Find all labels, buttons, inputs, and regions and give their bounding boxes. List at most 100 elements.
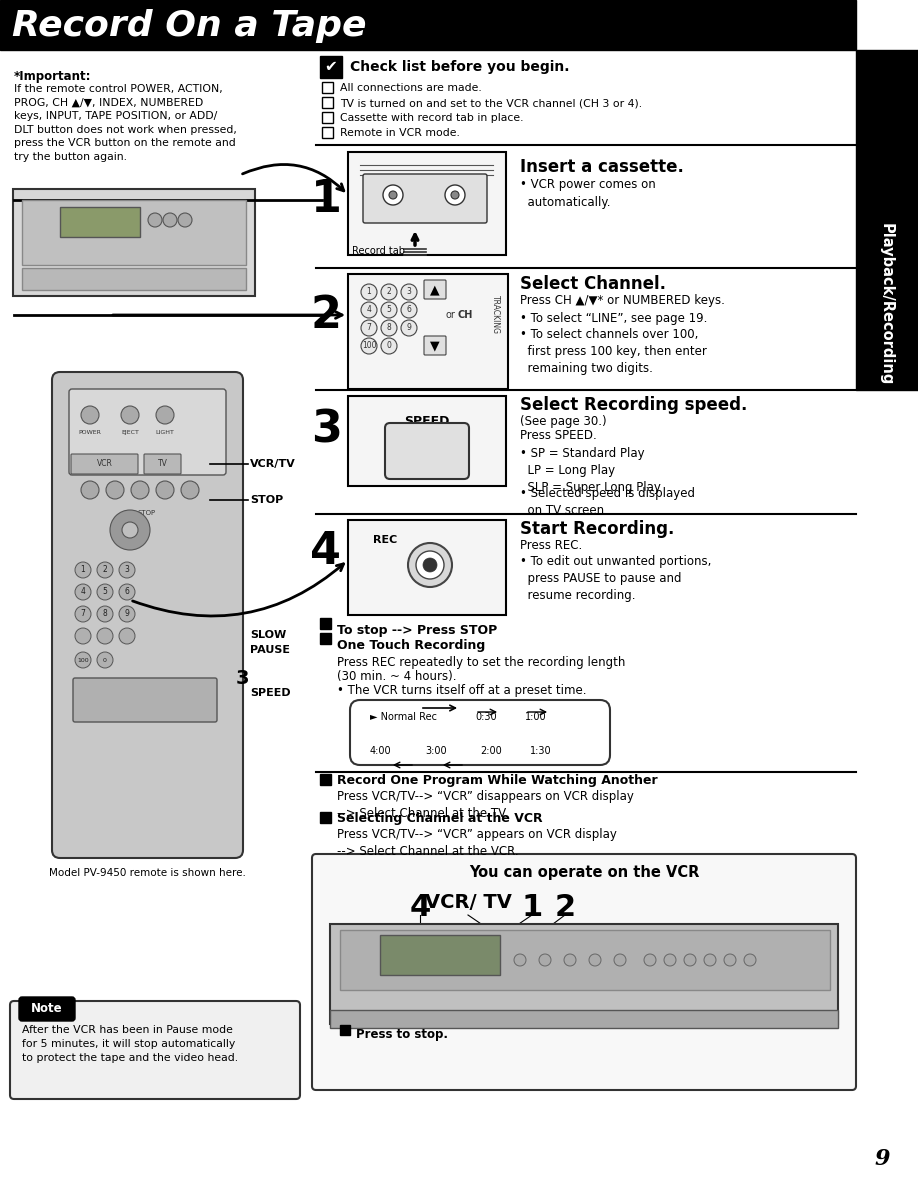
Text: POWER: POWER <box>79 430 101 435</box>
FancyArrowPatch shape <box>113 311 342 318</box>
FancyBboxPatch shape <box>71 454 138 474</box>
Bar <box>348 520 506 615</box>
Text: 1: 1 <box>521 893 543 922</box>
Text: 9: 9 <box>875 1148 890 1170</box>
Text: ,: , <box>337 653 341 666</box>
Circle shape <box>119 606 135 623</box>
Text: 8: 8 <box>386 323 391 333</box>
Circle shape <box>75 606 91 623</box>
Circle shape <box>361 320 377 336</box>
Circle shape <box>684 954 696 966</box>
Bar <box>60 207 140 236</box>
Circle shape <box>704 954 716 966</box>
Text: 1: 1 <box>310 178 341 221</box>
Bar <box>348 152 506 255</box>
Circle shape <box>361 339 377 354</box>
Bar <box>348 274 508 388</box>
Bar <box>320 618 331 628</box>
Text: 0: 0 <box>103 657 106 663</box>
Bar <box>320 775 331 785</box>
Text: • To select channels over 100,
  first press 100 key, then enter
  remaining two: • To select channels over 100, first pre… <box>520 328 707 375</box>
Bar <box>856 50 918 390</box>
Circle shape <box>589 954 601 966</box>
Circle shape <box>97 652 113 668</box>
Circle shape <box>381 320 397 336</box>
Circle shape <box>110 510 150 550</box>
Text: STOP: STOP <box>250 495 284 505</box>
Text: • The VCR turns itself off at a preset time.: • The VCR turns itself off at a preset t… <box>337 684 587 697</box>
Text: Select Recording speed.: Select Recording speed. <box>520 396 747 413</box>
Text: ► Normal Rec: ► Normal Rec <box>370 712 437 722</box>
Text: Cassette with record tab in place.: Cassette with record tab in place. <box>340 113 523 124</box>
Text: Press VCR/TV--> “VCR” appears on VCR display
--> Select Channel at the VCR.: Press VCR/TV--> “VCR” appears on VCR dis… <box>337 828 617 858</box>
Text: 9: 9 <box>125 609 129 619</box>
Text: (See page 30.): (See page 30.) <box>520 415 607 428</box>
FancyBboxPatch shape <box>52 372 243 858</box>
Text: 0:30: 0:30 <box>475 712 497 722</box>
Text: 6: 6 <box>407 305 411 315</box>
Bar <box>320 633 331 644</box>
Bar <box>340 930 830 990</box>
Circle shape <box>614 954 626 966</box>
Circle shape <box>724 954 736 966</box>
Text: 2:00: 2:00 <box>480 746 502 756</box>
Text: Selecting Channel at the VCR: Selecting Channel at the VCR <box>337 813 543 824</box>
Circle shape <box>97 584 113 600</box>
Bar <box>322 127 333 138</box>
Text: Select Channel.: Select Channel. <box>520 274 666 293</box>
Text: If the remote control POWER, ACTION,
PROG, CH ▲/▼, INDEX, NUMBERED
keys, INPUT, : If the remote control POWER, ACTION, PRO… <box>14 84 237 162</box>
Circle shape <box>178 213 192 227</box>
Text: VCR/ TV: VCR/ TV <box>424 893 511 912</box>
Text: EJECT: EJECT <box>121 430 139 435</box>
Circle shape <box>121 406 139 424</box>
Text: ✔: ✔ <box>325 59 338 75</box>
Text: 1:30: 1:30 <box>530 746 552 756</box>
Circle shape <box>119 584 135 600</box>
Text: 7: 7 <box>81 609 85 619</box>
Text: One Touch Recording: One Touch Recording <box>337 639 486 652</box>
Text: Insert a cassette.: Insert a cassette. <box>520 158 684 176</box>
Circle shape <box>75 584 91 600</box>
Text: 6: 6 <box>125 588 129 596</box>
Circle shape <box>119 562 135 579</box>
Text: 9: 9 <box>407 323 411 333</box>
Text: LIGHT: LIGHT <box>155 430 174 435</box>
Text: (30 min. ~ 4 hours).: (30 min. ~ 4 hours). <box>337 670 456 683</box>
FancyBboxPatch shape <box>312 854 856 1091</box>
Text: Playback/Recording: Playback/Recording <box>879 222 893 385</box>
Circle shape <box>361 284 377 301</box>
Text: 4: 4 <box>409 893 431 922</box>
Circle shape <box>564 954 576 966</box>
FancyArrowPatch shape <box>242 164 344 191</box>
Circle shape <box>539 954 551 966</box>
Circle shape <box>416 551 444 579</box>
Text: 8: 8 <box>103 609 107 619</box>
Text: 1: 1 <box>366 287 372 297</box>
Text: or: or <box>445 310 455 320</box>
Text: 3: 3 <box>125 565 129 575</box>
Text: 4:00: 4:00 <box>370 746 392 756</box>
Text: 0: 0 <box>386 341 391 350</box>
Bar <box>22 268 246 290</box>
Text: Record tab: Record tab <box>352 246 405 255</box>
Circle shape <box>75 652 91 668</box>
Text: 3: 3 <box>407 287 411 297</box>
Circle shape <box>381 284 397 301</box>
Text: ▼: ▼ <box>431 340 440 353</box>
FancyBboxPatch shape <box>363 173 487 223</box>
Circle shape <box>423 558 437 571</box>
Text: REC: REC <box>373 535 397 545</box>
Circle shape <box>644 954 656 966</box>
Text: • To select “LINE”, see page 19.: • To select “LINE”, see page 19. <box>520 312 708 326</box>
Circle shape <box>744 954 756 966</box>
Text: Press REC repeatedly to set the recording length: Press REC repeatedly to set the recordin… <box>337 656 625 669</box>
Text: 2: 2 <box>103 565 107 575</box>
Text: Press REC.: Press REC. <box>520 539 582 552</box>
Text: TRACKING: TRACKING <box>490 295 499 334</box>
Text: 3: 3 <box>236 669 250 688</box>
Circle shape <box>97 562 113 579</box>
Circle shape <box>401 302 417 318</box>
Text: 1:00: 1:00 <box>525 712 546 722</box>
FancyBboxPatch shape <box>69 388 226 475</box>
Text: 3: 3 <box>310 409 341 451</box>
